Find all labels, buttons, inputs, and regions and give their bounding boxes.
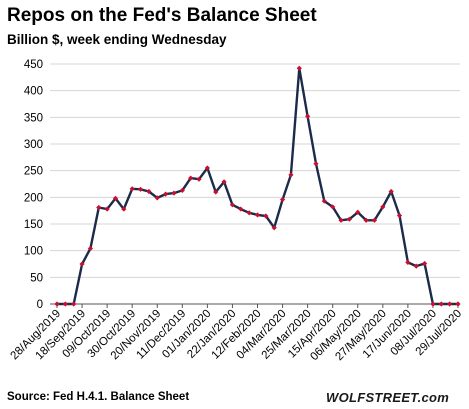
data-point: [338, 217, 344, 223]
data-point: [405, 259, 411, 265]
data-point: [438, 301, 444, 307]
data-point: [221, 179, 227, 185]
y-tick-label: 300: [24, 139, 43, 151]
data-point: [296, 65, 302, 71]
data-point: [246, 210, 252, 216]
data-point: [355, 209, 361, 215]
data-point: [254, 212, 261, 218]
data-point: [413, 263, 419, 269]
data-point: [96, 204, 102, 211]
data-point: [87, 245, 94, 252]
data-point: [263, 213, 269, 219]
data-point: [288, 172, 294, 178]
data-point: [121, 206, 127, 212]
y-tick-label: 200: [24, 192, 43, 204]
chart-title: Repos on the Fed's Balance Sheet: [7, 5, 317, 26]
data-point: [79, 261, 85, 267]
data-point: [137, 186, 144, 192]
data-point: [313, 161, 319, 167]
data-point: [346, 216, 352, 222]
data-point: [129, 186, 135, 192]
data-point: [54, 301, 60, 307]
chart-subtitle: Billion $, week ending Wednesday: [7, 32, 227, 47]
y-tick-label: 50: [30, 272, 43, 284]
data-point: [455, 301, 461, 307]
y-tick-label: 350: [24, 112, 43, 124]
y-tick-label: 400: [24, 86, 43, 98]
data-point: [62, 301, 68, 307]
data-point: [229, 202, 236, 208]
data-point: [330, 204, 336, 210]
y-tick-label: 250: [24, 166, 43, 178]
data-point: [388, 188, 394, 195]
data-point: [112, 195, 119, 201]
data-point: [204, 165, 210, 171]
data-point: [213, 189, 219, 195]
data-point: [104, 206, 110, 212]
data-point: [305, 113, 311, 119]
series-line: [57, 67, 458, 306]
data-point: [421, 260, 428, 267]
data-point: [238, 206, 244, 212]
data-point: [447, 301, 453, 307]
data-point: [188, 175, 194, 181]
y-tick-label: 150: [24, 219, 43, 231]
data-point: [380, 204, 386, 210]
data-point: [430, 301, 436, 307]
data-point: [163, 191, 169, 197]
y-tick-label: 0: [37, 299, 43, 311]
data-point: [279, 196, 286, 203]
data-point: [271, 225, 277, 231]
source-note: Source: Fed H.4.1. Balance Sheet: [7, 391, 190, 403]
data-point: [321, 198, 327, 204]
data-point: [71, 301, 77, 307]
y-tick-label: 100: [24, 246, 43, 258]
data-point: [196, 176, 202, 182]
data-point: [171, 190, 177, 196]
data-point: [363, 217, 369, 223]
y-tick-label: 450: [24, 59, 43, 71]
brand-logo: WOLFSTREET.com: [326, 390, 450, 405]
data-point: [146, 188, 152, 195]
data-point: [154, 195, 160, 201]
data-point: [179, 187, 185, 193]
data-point: [396, 212, 403, 219]
data-point: [371, 217, 378, 223]
